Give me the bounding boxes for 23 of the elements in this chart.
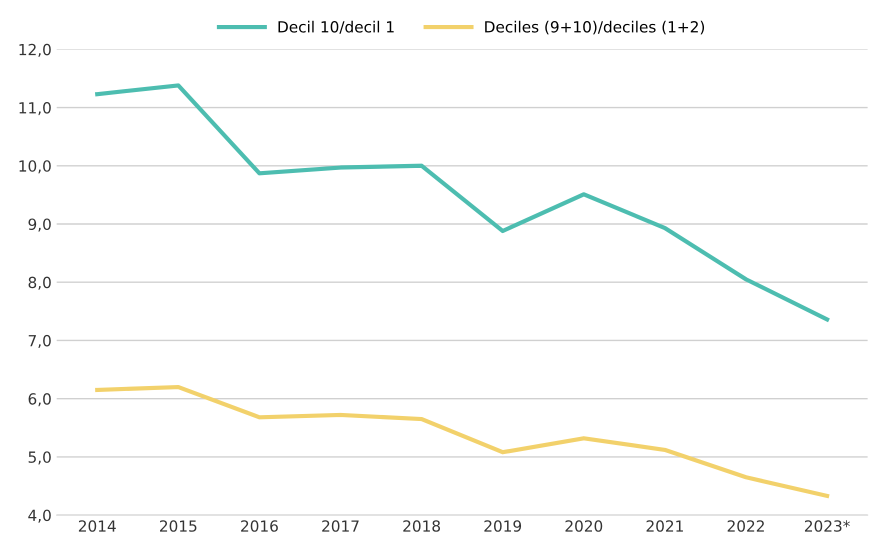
x-tick-label: 2018	[403, 520, 440, 532]
x-tick-label: 2016	[241, 520, 278, 532]
x-tick-label: 2021	[646, 520, 683, 532]
y-tick-label: 9,0	[28, 218, 51, 232]
legend-label: Deciles (9+10)/deciles (1+2)	[485, 20, 704, 34]
y-tick-label: 10,0	[19, 160, 51, 174]
y-tick-label: 7,0	[28, 334, 51, 348]
y-tick-label: 12,0	[19, 44, 51, 57]
x-tick-label: 2020	[565, 520, 602, 532]
x-tick-label: 2017	[322, 520, 359, 532]
line-series	[95, 384, 830, 498]
x-tick-label: 2014	[78, 520, 116, 532]
line-series	[95, 83, 830, 322]
y-tick-label: 4,0	[28, 510, 51, 523]
x-tick-label: 2022	[728, 520, 764, 532]
x-tick-label: 2015	[160, 520, 196, 532]
x-tick-label: 2023*	[804, 520, 850, 532]
legend-label: Decil 10/decil 1	[278, 20, 394, 34]
y-tick-label: 5,0	[28, 451, 51, 464]
y-tick-label: 8,0	[28, 276, 51, 290]
y-tick-label: 11,0	[19, 102, 51, 116]
y-tick-label: 6,0	[28, 393, 51, 406]
x-tick-label: 2019	[484, 520, 522, 532]
